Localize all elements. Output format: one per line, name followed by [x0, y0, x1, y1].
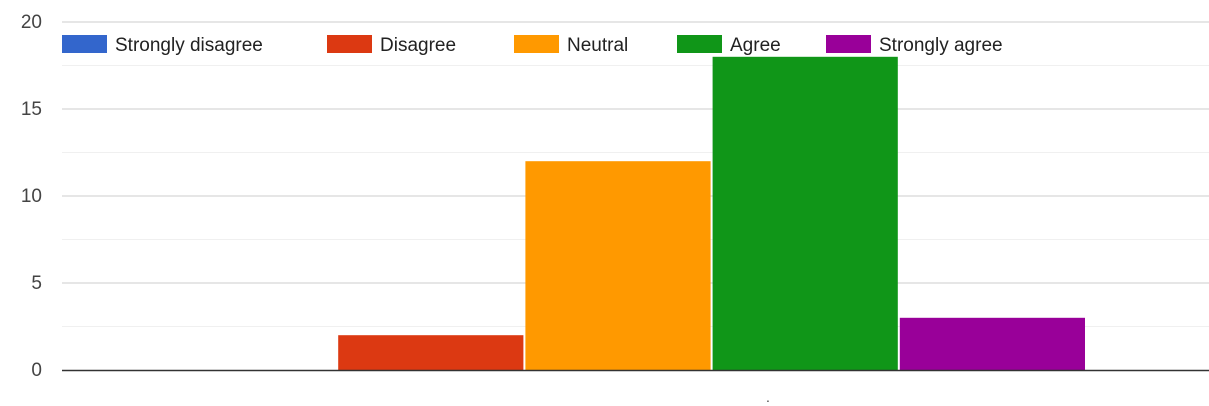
- legend-swatch-agree: [677, 35, 722, 53]
- bars: [338, 56, 1085, 371]
- y-tick-label: 20: [21, 12, 42, 33]
- legend-swatch-disagree: [327, 35, 372, 53]
- legend-label-disagree: Disagree: [380, 35, 456, 56]
- bar-disagree: [338, 335, 524, 370]
- legend-label-strongly-agree: Strongly agree: [879, 35, 1003, 56]
- bar-agree: [712, 56, 898, 371]
- x-category-label: .: [766, 389, 770, 405]
- y-axis-ticks: 0 5 10 15 20: [21, 12, 42, 381]
- legend-label-agree: Agree: [730, 35, 781, 56]
- y-tick-label: 5: [31, 273, 42, 294]
- legend: Strongly disagree Disagree Neutral Agree Str…: [62, 35, 1003, 56]
- legend-swatch-strongly-disagree: [62, 35, 107, 53]
- bar-strongly-agree: [899, 317, 1085, 370]
- bar-neutral: [525, 161, 711, 370]
- legend-swatch-strongly-agree: [826, 35, 871, 53]
- legend-label-neutral: Neutral: [567, 35, 628, 56]
- legend-label-strongly-disagree: Strongly disagree: [115, 35, 263, 56]
- x-axis-categories: .: [766, 389, 770, 405]
- legend-swatch-neutral: [514, 35, 559, 53]
- y-tick-label: 15: [21, 99, 42, 120]
- y-tick-label: 10: [21, 186, 42, 207]
- y-tick-label: 0: [31, 360, 42, 381]
